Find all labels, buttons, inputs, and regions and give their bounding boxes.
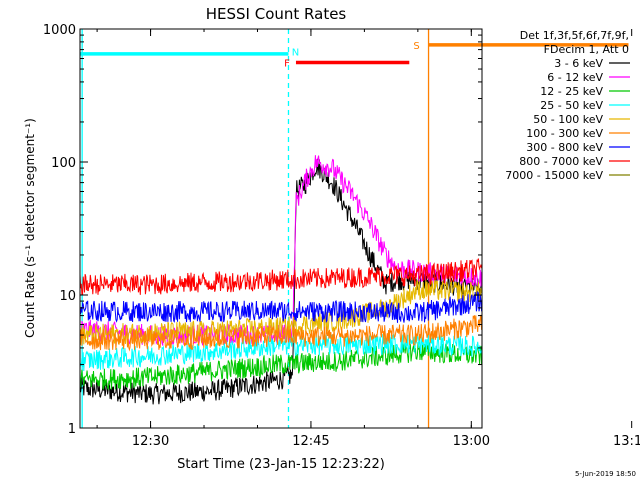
y-tick-label-2: 100 bbox=[51, 156, 76, 171]
y-tick-label-1: 10 bbox=[59, 289, 76, 304]
legend-entry-label-4: 50 - 100 keV bbox=[533, 113, 603, 126]
x-axis-label: Start Time (23-Jan-15 12:23:22) bbox=[177, 457, 385, 472]
flag-label-F: F bbox=[284, 58, 290, 69]
flag-label-S: S bbox=[413, 41, 419, 52]
y-tick-label-3: 1000 bbox=[43, 23, 76, 38]
legend-entry-label-0: 3 - 6 keV bbox=[554, 57, 603, 70]
legend-entry-label-1: 6 - 12 keV bbox=[547, 71, 603, 84]
legend-entry-label-5: 100 - 300 keV bbox=[526, 127, 603, 140]
series-line-5-part-0 bbox=[80, 314, 482, 352]
legend-entry-label-3: 25 - 50 keV bbox=[540, 99, 603, 112]
series-line-7-part-0 bbox=[80, 258, 482, 295]
series-line-2-part-0 bbox=[80, 341, 482, 391]
legend-entry-label-8: 7000 - 15000 keV bbox=[505, 169, 603, 182]
y-tick-label-0: 1 bbox=[68, 422, 76, 437]
plot-frame bbox=[79, 28, 483, 429]
series-line-3-part-0 bbox=[80, 332, 482, 372]
series-line-6-part-0 bbox=[80, 290, 482, 324]
x-tick-label-2: 13:00 bbox=[453, 434, 490, 449]
x-tick-label-1: 12:45 bbox=[292, 434, 329, 449]
legend-entry-label-2: 12 - 25 keV bbox=[540, 85, 603, 98]
series-line-0-part-0 bbox=[80, 158, 482, 405]
chart-title: HESSI Count Rates bbox=[206, 5, 347, 23]
legend-header-line-1: FDecim 1, Att 0 bbox=[544, 43, 629, 56]
flag-label-N: N bbox=[292, 47, 299, 58]
legend-header-line-0: Det 1f,3f,5f,6f,7f,9f, bbox=[520, 29, 629, 42]
legend-entry-label-7: 800 - 7000 keV bbox=[519, 155, 603, 168]
x-tick-label-0: 12:30 bbox=[132, 434, 169, 449]
legend-entry-label-6: 300 - 800 keV bbox=[526, 141, 603, 154]
y-axis-label: Count Rate (s⁻¹ detector segment⁻¹) bbox=[23, 118, 37, 338]
legend: Det 1f,3f,5f,6f,7f,9f,FDecim 1, Att 03 -… bbox=[505, 29, 630, 182]
x-tick-label-3: 13:15 bbox=[613, 434, 640, 449]
timestamp: 5-Jun-2019 18:50 bbox=[575, 470, 636, 478]
